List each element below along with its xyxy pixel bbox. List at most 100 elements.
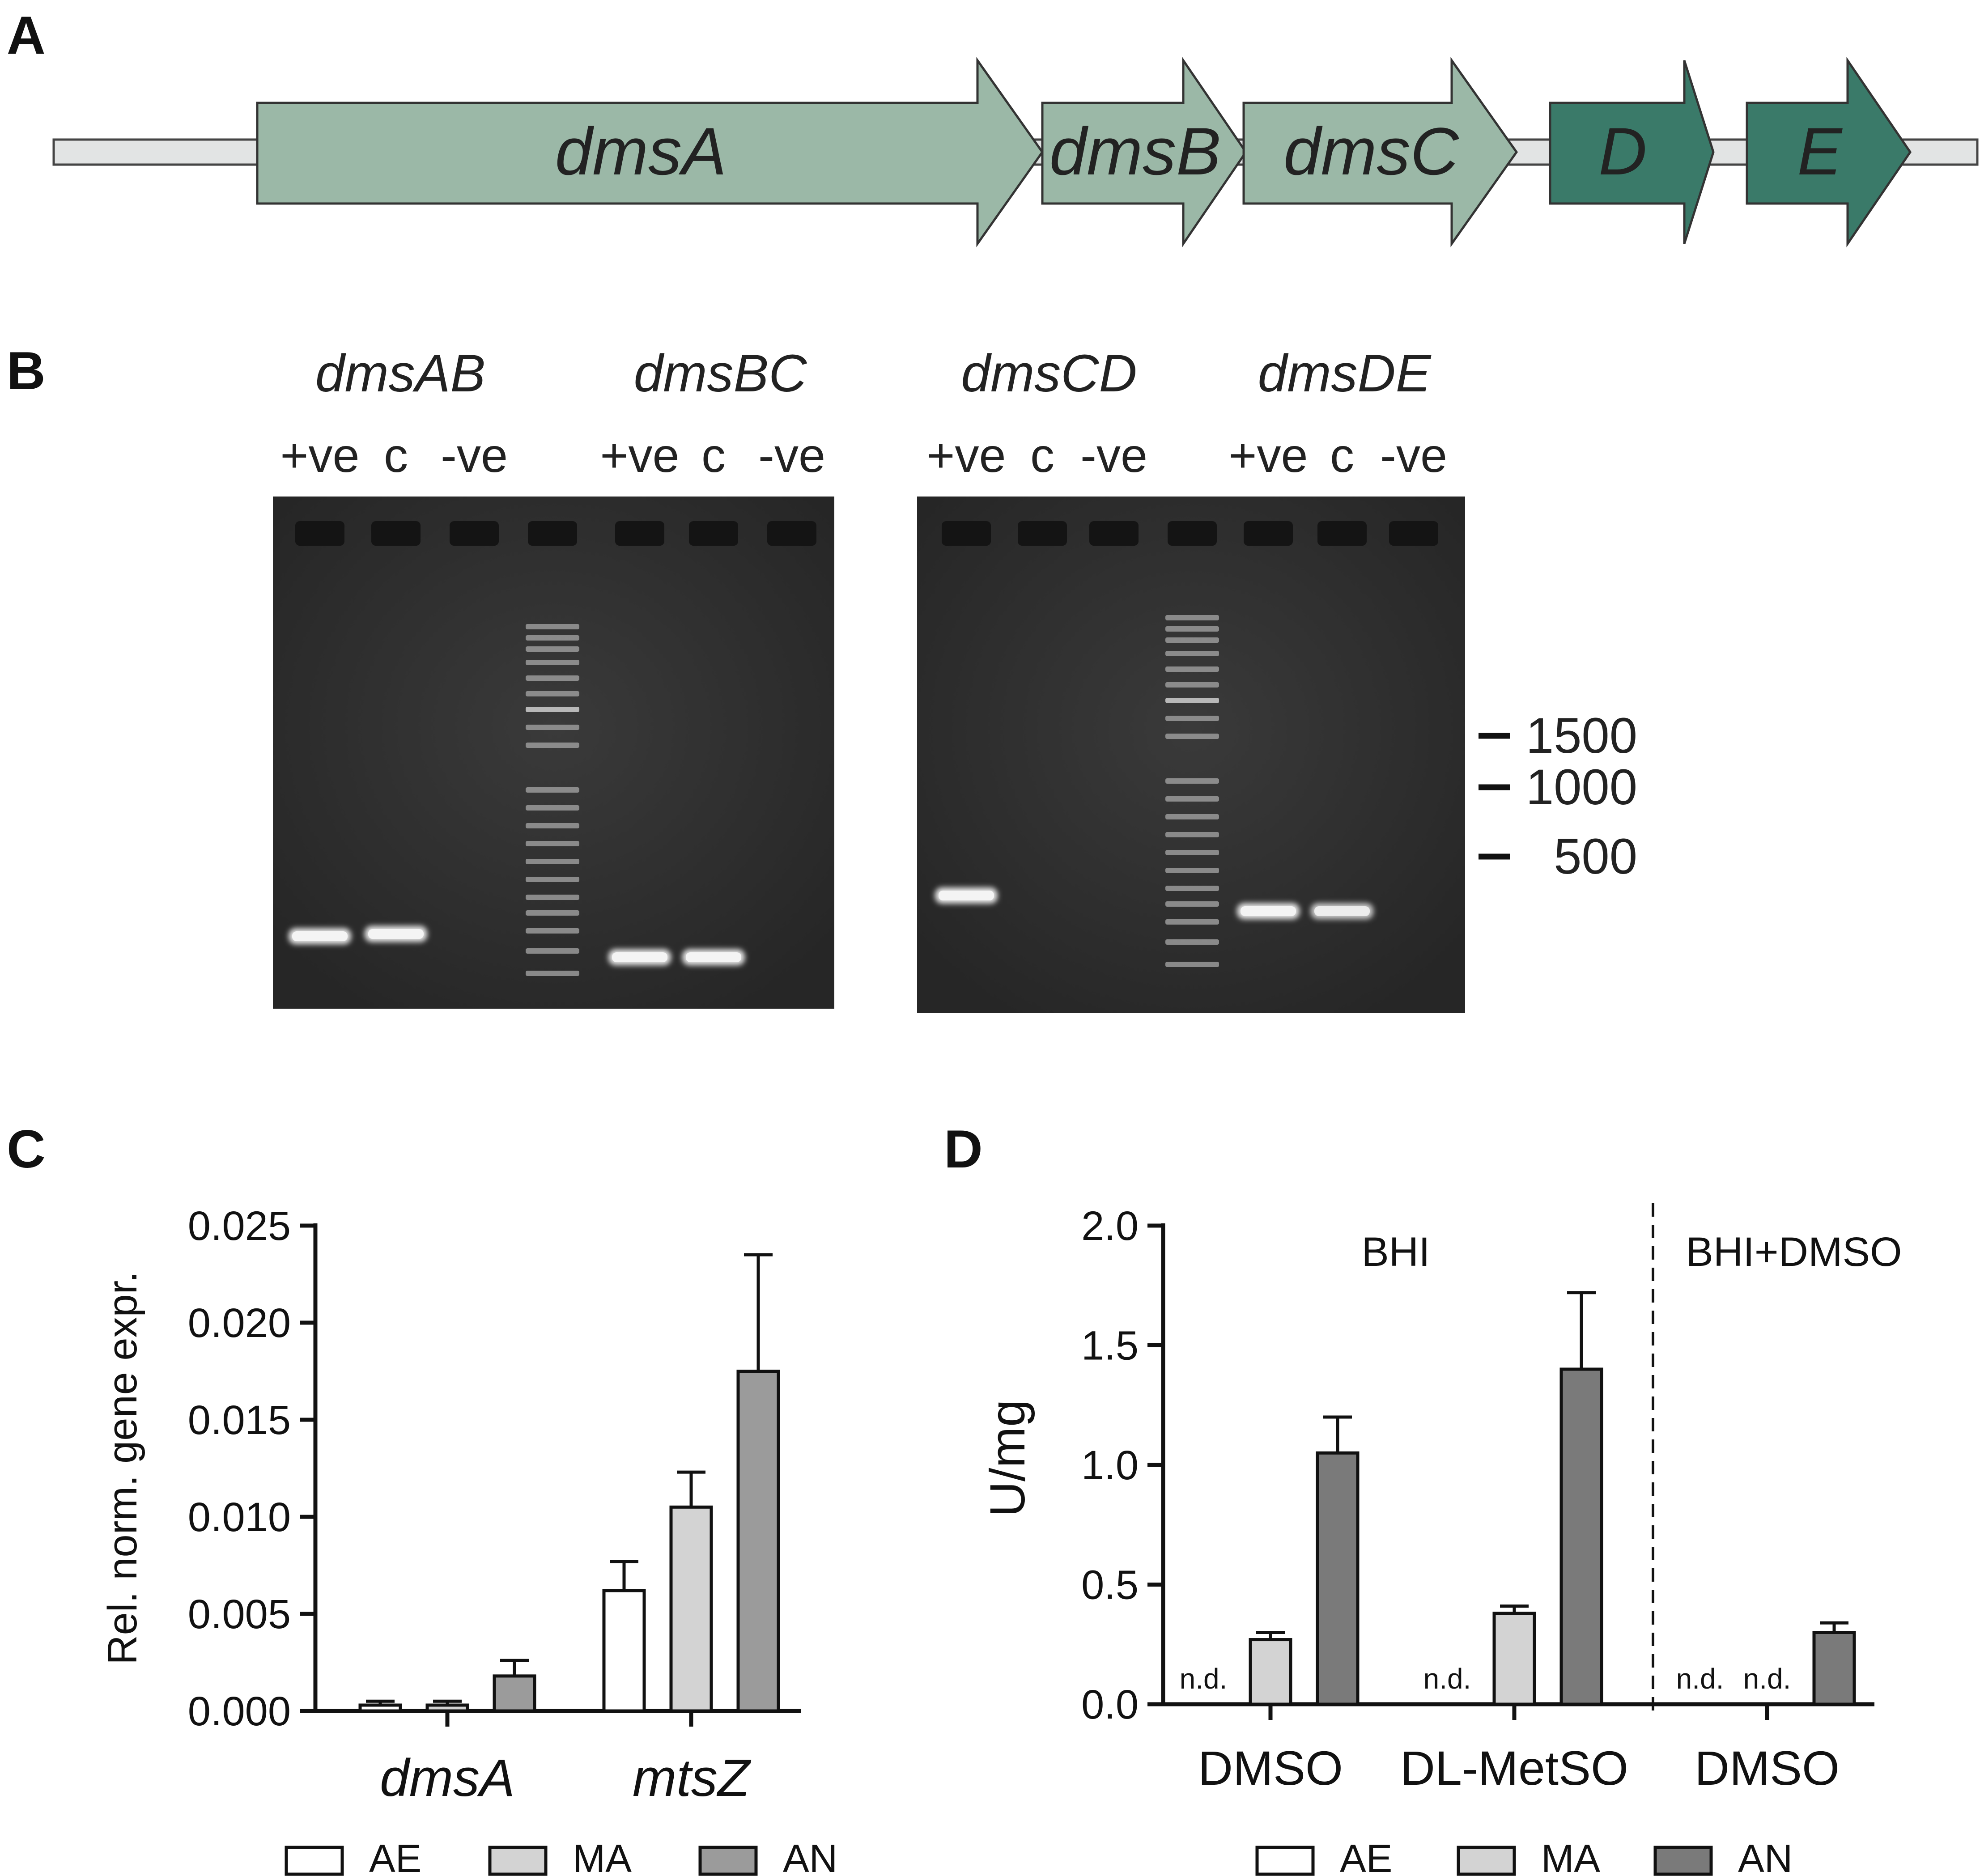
gel-well	[1018, 521, 1067, 546]
bar-MA-1	[1492, 1612, 1536, 1706]
gel-well	[1389, 521, 1438, 546]
y-axis-title: Rel. norm. gene expr.	[100, 1271, 145, 1665]
ladder-band	[526, 823, 579, 828]
y-tick-label: 0.005	[188, 1592, 291, 1637]
gel-lane-label: -ve	[1080, 428, 1147, 482]
gel-well	[1244, 521, 1293, 546]
x-category-label: DL-MetSO	[1400, 1741, 1628, 1795]
panel-label-a: A	[7, 5, 46, 65]
gel-lane-label: -ve	[758, 428, 825, 482]
ladder-band	[526, 725, 579, 730]
ladder-band	[526, 805, 579, 811]
size-marker-label: 1000	[1526, 759, 1637, 815]
ladder-band	[1165, 698, 1219, 703]
bar-AN-1	[1559, 1367, 1603, 1706]
ladder-band	[526, 691, 579, 696]
y-tick-label: 0.010	[188, 1494, 291, 1540]
ladder-band	[526, 910, 579, 916]
gene-arrow-1	[1041, 56, 1248, 248]
legend-swatch-AE	[285, 1846, 344, 1876]
pcr-band-core	[368, 929, 424, 939]
gene-label-2: dmsC	[1283, 114, 1459, 189]
ladder-band	[526, 787, 579, 793]
ladder-band	[1165, 850, 1219, 855]
ladder-band	[526, 675, 579, 681]
ladder-band	[1165, 637, 1219, 643]
gel-lane-label: +ve	[280, 428, 359, 482]
ladder-band	[1165, 626, 1219, 632]
gel-lane-label: +ve	[926, 428, 1006, 482]
panel-label-c: C	[7, 1119, 46, 1179]
ladder-band	[526, 624, 579, 629]
gel-well	[450, 521, 499, 546]
ladder-band	[526, 707, 579, 712]
gel-well	[942, 521, 991, 546]
ladder-band	[1165, 666, 1219, 672]
gel-well	[615, 521, 664, 546]
gene-arrow-0	[256, 57, 1044, 247]
ladder-band	[1165, 682, 1219, 688]
y-tick-label: 0.025	[188, 1203, 291, 1249]
ladder-band	[1165, 814, 1219, 819]
ladder-band	[1165, 734, 1219, 739]
pcr-band-core	[1314, 906, 1370, 916]
ladder-band	[1165, 651, 1219, 656]
not-detected-label: n.d.	[1180, 1663, 1228, 1695]
legend-swatch-MA	[1457, 1846, 1516, 1876]
size-marker-label: 1500	[1526, 708, 1637, 764]
legend-label-AN: AN	[1738, 1836, 1793, 1876]
gel-images: dmsAB +ve c -ve dmsBC +ve c -ve dmsCD +ve c -ve dmsD…	[273, 344, 1637, 1013]
gel-left	[273, 497, 834, 1009]
gene-arrow-2	[1242, 57, 1518, 247]
gel-lane-label: c	[384, 428, 408, 482]
ladder-band	[526, 646, 579, 652]
y-tick-label: 0.000	[188, 1689, 291, 1734]
gene-label-1: dmsB	[1049, 114, 1221, 189]
gel-well	[1089, 521, 1139, 546]
gene-label-3: D	[1598, 114, 1647, 189]
ladder-band	[526, 971, 579, 976]
gel-lane-label: c	[1030, 428, 1054, 482]
ladder-band	[526, 743, 579, 748]
legend-swatch-AE	[1255, 1846, 1315, 1876]
gel-group-title-left-0: dmsAB	[315, 344, 485, 403]
pcr-band-core	[686, 952, 741, 962]
y-tick-label: 0.0	[1081, 1682, 1139, 1727]
ladder-band	[526, 877, 579, 882]
chart-d-enzyme-activity: 0.0 0.5 1.0 1.5 2.0 U/mg BHI BHI+DMSO DMSO n.d. DL…	[980, 1203, 1902, 1876]
gel-lane-label: +ve	[600, 428, 679, 482]
pcr-band-core	[292, 931, 348, 941]
gel-well	[1317, 521, 1367, 546]
y-tick-label: 2.0	[1081, 1203, 1139, 1249]
not-detected-label: n.d.	[1423, 1663, 1471, 1695]
x-category-label: dmsA	[380, 1749, 515, 1808]
ladder-band	[1165, 716, 1219, 721]
bar-AE-mtsZ	[602, 1589, 646, 1713]
gel-well	[689, 521, 738, 546]
gel-group-title-right-0: dmsCD	[961, 344, 1137, 403]
ladder-band	[1165, 796, 1219, 802]
ladder-band	[526, 895, 579, 900]
panel-label-b: B	[7, 341, 46, 401]
legend-swatch-AN	[698, 1846, 758, 1876]
pcr-band-core	[612, 952, 667, 962]
bar-MA-0	[1249, 1638, 1292, 1706]
size-marker-label: 500	[1554, 828, 1637, 884]
ladder-band	[1165, 939, 1219, 945]
gene-label-4: E	[1797, 114, 1843, 189]
ladder-band	[526, 660, 579, 665]
ladder-band	[1165, 901, 1219, 907]
ladder-band	[1165, 778, 1219, 784]
gel-group-title-right-1: dmsDE	[1258, 344, 1432, 403]
panel-label-d: D	[944, 1119, 983, 1179]
group-label-bhi: BHI	[1361, 1229, 1430, 1275]
y-tick-label: 1.5	[1081, 1323, 1139, 1369]
gel-lane-label: c	[1330, 428, 1354, 482]
x-category-label: DMSO	[1198, 1741, 1343, 1795]
y-tick-label: 0.015	[188, 1397, 291, 1443]
bar-AE-dmsA	[358, 1703, 402, 1713]
legend-label-MA: MA	[573, 1836, 632, 1876]
not-detected-label: n.d.	[1676, 1663, 1724, 1695]
gel-well	[1168, 521, 1217, 546]
